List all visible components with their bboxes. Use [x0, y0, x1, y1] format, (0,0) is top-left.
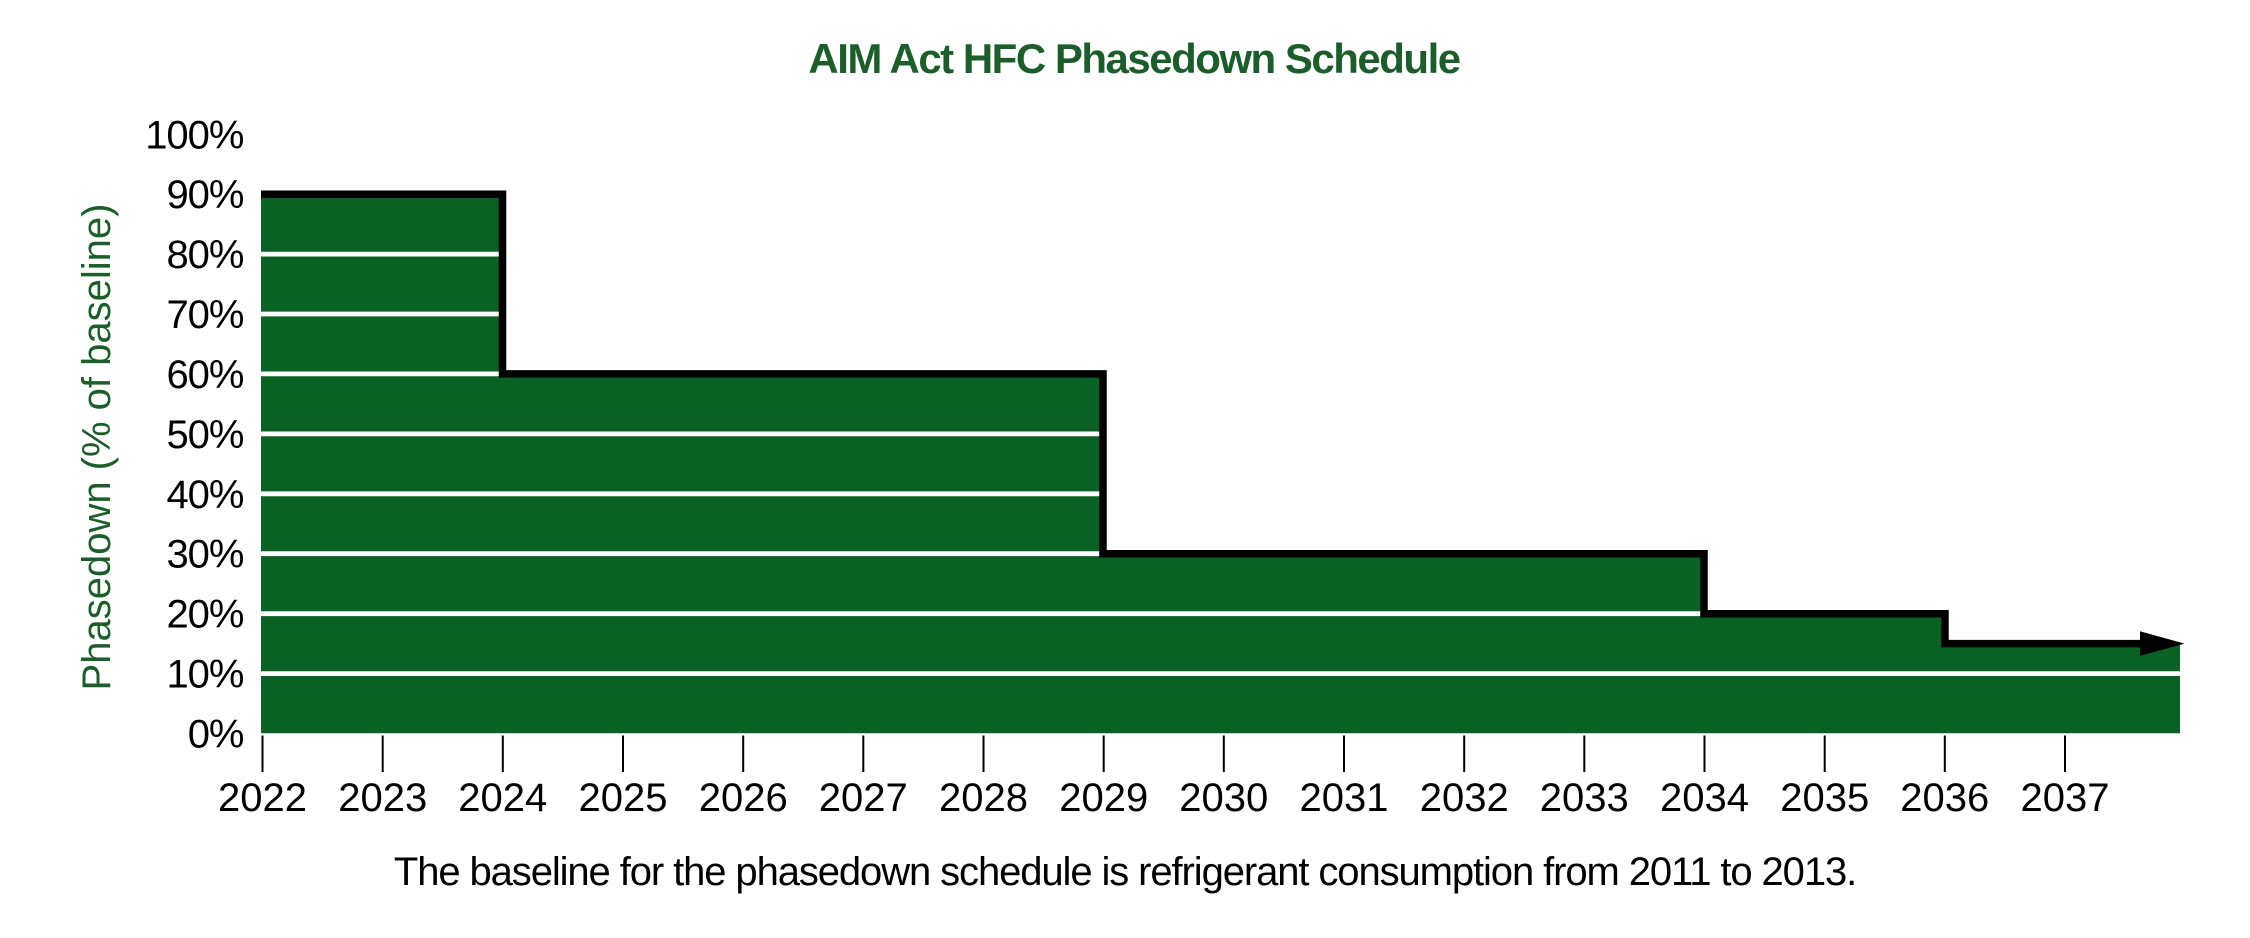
svg-text:2033: 2033: [1540, 776, 1629, 820]
svg-text:2023: 2023: [338, 776, 427, 820]
svg-text:2027: 2027: [819, 776, 908, 820]
svg-text:2030: 2030: [1179, 776, 1268, 820]
svg-text:10%: 10%: [166, 653, 243, 697]
svg-text:AIM Act HFC Phasedown Schedule: AIM Act HFC Phasedown Schedule: [808, 35, 1459, 82]
svg-text:50%: 50%: [166, 413, 243, 457]
svg-text:2037: 2037: [2021, 776, 2110, 820]
svg-text:2024: 2024: [458, 776, 547, 820]
svg-text:2029: 2029: [1059, 776, 1148, 820]
svg-text:2034: 2034: [1660, 776, 1749, 820]
svg-text:70%: 70%: [166, 293, 243, 337]
svg-text:2035: 2035: [1780, 776, 1869, 820]
svg-text:2026: 2026: [699, 776, 788, 820]
svg-text:0%: 0%: [188, 713, 244, 757]
svg-text:2032: 2032: [1420, 776, 1509, 820]
svg-text:80%: 80%: [166, 233, 243, 277]
svg-text:100%: 100%: [145, 113, 244, 157]
svg-text:30%: 30%: [166, 533, 243, 577]
svg-text:20%: 20%: [166, 593, 243, 637]
svg-text:2036: 2036: [1900, 776, 1989, 820]
svg-text:2028: 2028: [939, 776, 1028, 820]
svg-text:2022: 2022: [218, 776, 307, 820]
svg-text:Phasedown (% of baseline): Phasedown (% of baseline): [75, 204, 119, 691]
svg-text:The baseline for the phasedown: The baseline for the phasedown schedule …: [394, 850, 1856, 894]
svg-text:90%: 90%: [166, 173, 243, 217]
svg-text:2031: 2031: [1300, 776, 1389, 820]
svg-text:2025: 2025: [579, 776, 668, 820]
svg-text:60%: 60%: [166, 353, 243, 397]
svg-text:40%: 40%: [166, 473, 243, 517]
